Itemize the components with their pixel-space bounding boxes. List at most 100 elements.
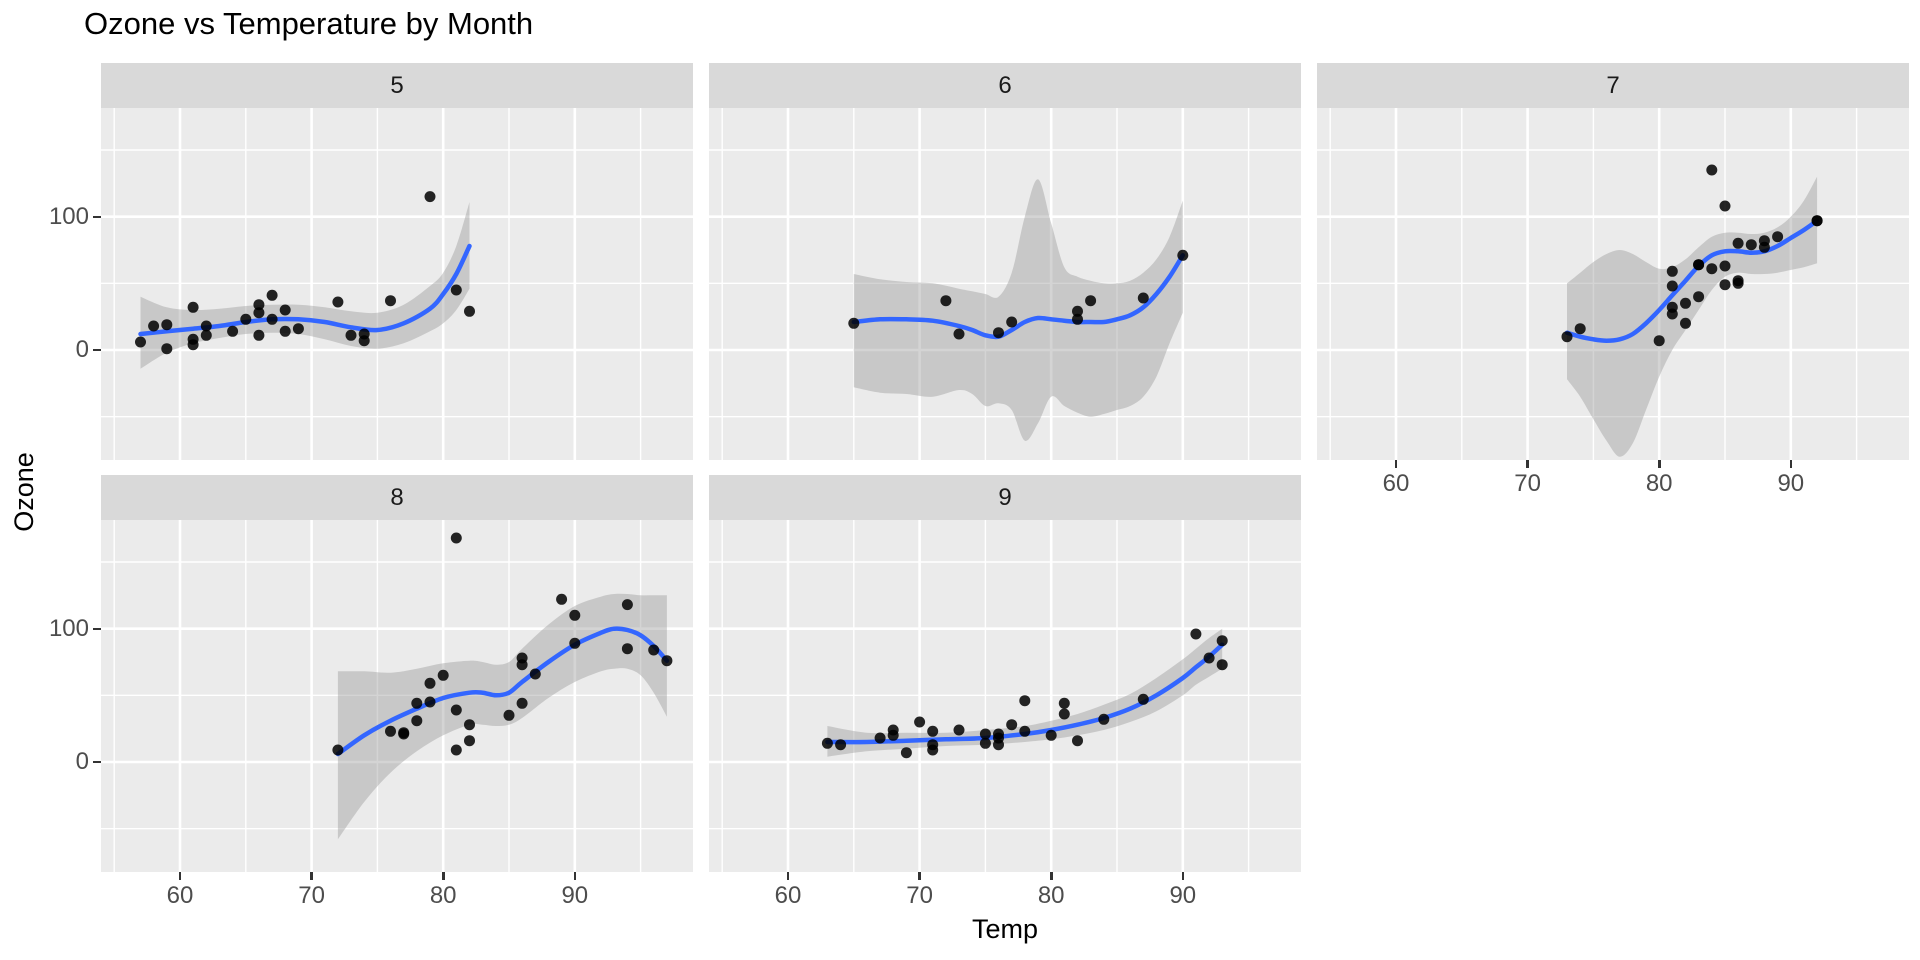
data-point <box>900 747 912 759</box>
data-point <box>1203 652 1215 664</box>
data-point <box>1216 659 1228 671</box>
data-point <box>1006 719 1018 731</box>
x-tick-mark <box>786 872 790 880</box>
data-point <box>200 320 212 332</box>
data-point <box>187 339 199 351</box>
data-point <box>424 191 436 203</box>
facet-strip-label: 7 <box>1606 71 1620 99</box>
facet-strip: 6 <box>709 63 1301 108</box>
data-point <box>516 697 528 709</box>
data-point <box>398 728 410 740</box>
data-point <box>1732 237 1744 249</box>
facet-panel <box>709 520 1301 872</box>
smooth-line <box>825 642 1225 745</box>
data-point <box>1574 323 1586 335</box>
data-point <box>240 313 252 325</box>
facet-strip: 7 <box>1317 63 1909 108</box>
facet-panel-canvas <box>709 108 1301 460</box>
data-point <box>292 323 304 335</box>
data-point <box>266 289 278 301</box>
data-point <box>1019 725 1031 737</box>
data-point <box>1732 277 1744 289</box>
data-point <box>1758 235 1770 247</box>
data-point <box>1666 280 1678 292</box>
x-tick-mark <box>310 872 313 880</box>
x-tick-mark <box>1658 460 1661 468</box>
data-point <box>1680 317 1691 329</box>
data-point <box>821 737 833 749</box>
data-point <box>979 728 991 740</box>
data-point <box>1666 308 1678 320</box>
y-tick-mark <box>93 627 101 630</box>
data-point <box>516 659 528 671</box>
x-tick-mark <box>178 872 182 880</box>
data-point <box>940 295 952 307</box>
facet-panel <box>1317 108 1909 460</box>
data-point <box>1098 713 1110 725</box>
smooth-line <box>138 243 472 337</box>
data-point <box>1561 331 1573 343</box>
data-point <box>450 532 462 544</box>
smooth-line <box>335 626 670 757</box>
data-point <box>450 744 462 756</box>
data-point <box>161 343 173 355</box>
data-point <box>411 715 423 727</box>
data-point <box>648 644 660 656</box>
data-point <box>1706 164 1718 176</box>
data-point <box>953 724 965 736</box>
data-point <box>1216 635 1228 647</box>
data-point <box>358 335 370 347</box>
x-tick-mark <box>442 872 445 880</box>
data-point <box>332 296 344 308</box>
facet-panel-canvas <box>1317 108 1909 460</box>
data-point <box>1811 215 1823 227</box>
data-point <box>835 739 847 751</box>
x-tick-label: 80 <box>1645 470 1673 497</box>
facet-panel-canvas <box>101 520 693 872</box>
data-point <box>332 744 344 756</box>
x-tick-mark <box>1050 872 1053 880</box>
facet-strip-label: 8 <box>390 483 404 511</box>
x-tick-label: 80 <box>429 882 457 909</box>
data-point <box>927 739 939 751</box>
data-point <box>1137 292 1149 304</box>
y-tick-mark <box>93 215 101 218</box>
facet-panel-canvas <box>709 520 1301 872</box>
data-point <box>1072 305 1083 317</box>
data-point <box>993 732 1004 744</box>
y-axis-title: Ozone <box>9 452 39 532</box>
data-point <box>1680 297 1691 309</box>
data-point <box>227 325 239 337</box>
data-point <box>1745 239 1757 251</box>
data-point <box>953 328 965 340</box>
x-tick-label: 90 <box>561 882 589 909</box>
data-point <box>1693 291 1705 303</box>
data-point <box>993 327 1004 339</box>
data-point <box>253 299 265 311</box>
data-point <box>1177 249 1189 261</box>
facet-panel <box>101 520 693 872</box>
data-point <box>450 284 462 296</box>
data-point <box>1719 260 1731 272</box>
confidence-ribbon <box>853 179 1183 441</box>
x-tick-mark <box>1394 460 1398 468</box>
data-point <box>1693 259 1705 271</box>
data-point <box>1058 708 1070 720</box>
x-tick-label: 60 <box>774 882 802 909</box>
data-point <box>569 609 581 621</box>
x-tick-mark <box>1526 460 1529 468</box>
data-point <box>385 725 396 737</box>
x-tick-label: 60 <box>166 882 194 909</box>
smooth-line <box>851 253 1186 340</box>
data-point <box>1072 735 1083 747</box>
data-point <box>621 643 633 655</box>
data-point <box>848 317 860 329</box>
data-point <box>1719 279 1731 291</box>
data-point <box>1085 295 1097 307</box>
smooth-line <box>1564 218 1820 343</box>
x-tick-mark <box>1789 460 1793 468</box>
facet-strip-label: 6 <box>998 71 1012 99</box>
x-tick-mark <box>1181 872 1185 880</box>
data-point <box>464 305 475 317</box>
data-point <box>148 320 160 332</box>
